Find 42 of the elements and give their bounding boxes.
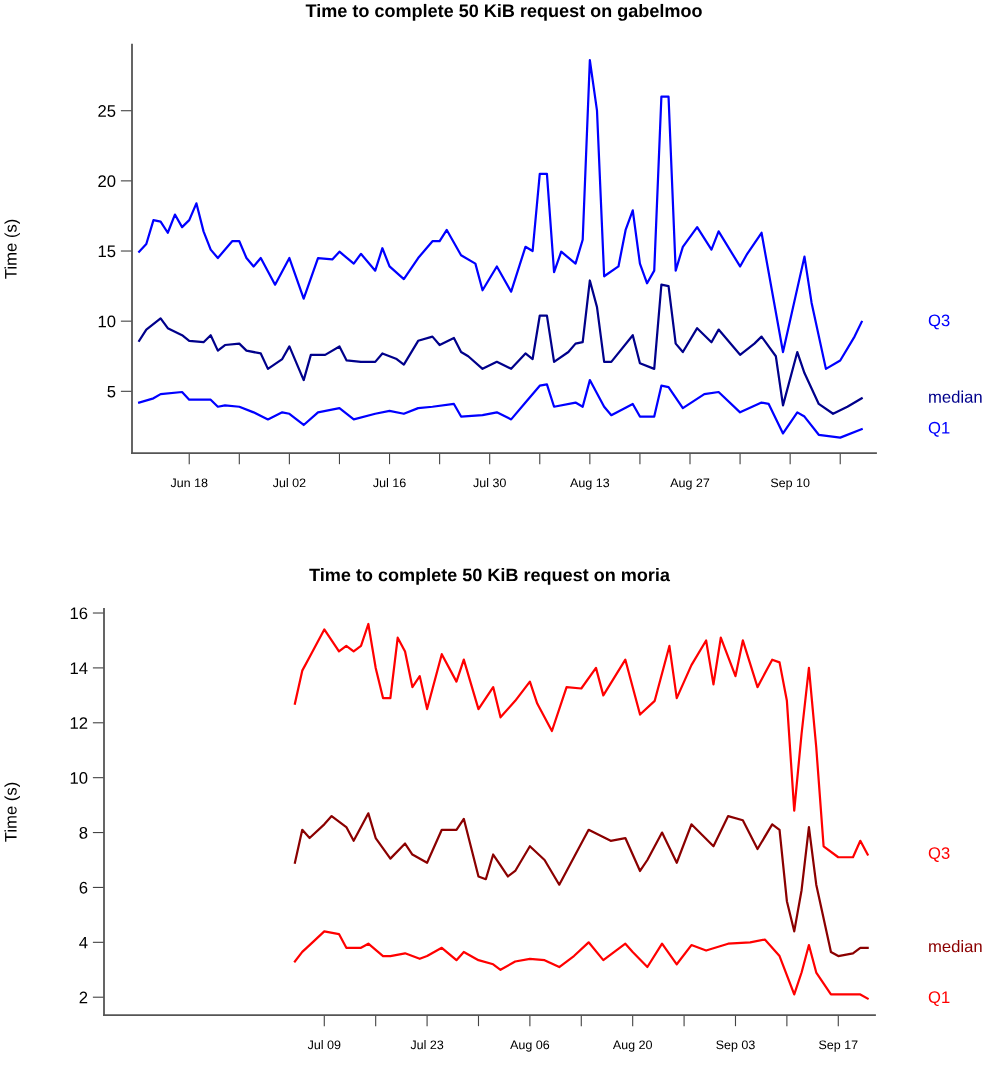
y-tick-label: 10 [70, 772, 88, 784]
text: median [929, 940, 982, 953]
line-series [293, 622, 869, 859]
line-series [138, 59, 863, 370]
text: Q3 [928, 847, 950, 862]
x-tick-label: Aug 20 [612, 1040, 653, 1052]
y-tick-label: 6 [79, 881, 88, 894]
x-tick-label: Sep 17 [819, 1040, 858, 1052]
y-tick-label: 12 [70, 717, 88, 729]
text: Q3 [928, 314, 950, 330]
line-series [293, 930, 869, 1000]
x-tick-label: Jul 30 [473, 478, 506, 488]
x-tick-label: Jul 09 [307, 1040, 341, 1050]
x-tick-label: Aug 06 [510, 1040, 550, 1052]
y-tick-label: 8 [79, 826, 88, 839]
y-tick-label: 5 [107, 385, 116, 398]
y-tick-label: 10 [98, 315, 116, 328]
x-tick-label: Sep 03 [716, 1040, 755, 1052]
y-axis-title: Time (s) [4, 219, 20, 279]
text: Q1 [928, 421, 950, 437]
chart-title: Time to complete 50 KiB request on gabelmoo [305, 3, 702, 21]
x-tick-label: Jul 23 [410, 1040, 444, 1050]
text: median [929, 390, 982, 403]
text: Q1 [928, 991, 950, 1007]
x-tick-label: Jul 16 [373, 478, 406, 488]
chart-title: Time to complete 50 KiB request on moria [309, 568, 671, 585]
y-tick-label: 14 [70, 662, 88, 674]
x-tick-label: Aug 27 [670, 478, 710, 490]
y-tick-label: 4 [79, 936, 88, 949]
x-tick-label: Aug 13 [570, 478, 610, 490]
x-tick-label: Jun 18 [170, 478, 208, 488]
line-series [138, 279, 863, 415]
x-tick-label: Sep 10 [770, 478, 810, 490]
y-tick-label: 20 [98, 175, 116, 188]
y-tick-label: 2 [79, 991, 88, 1004]
line-series [138, 378, 863, 439]
y-tick-label: 16 [70, 607, 88, 620]
y-tick-label: 15 [98, 245, 116, 258]
y-tick-label: 25 [98, 105, 116, 117]
x-tick-label: Jul 02 [272, 478, 306, 488]
y-axis-title: Time (s) [4, 782, 20, 842]
line-series [293, 812, 869, 958]
